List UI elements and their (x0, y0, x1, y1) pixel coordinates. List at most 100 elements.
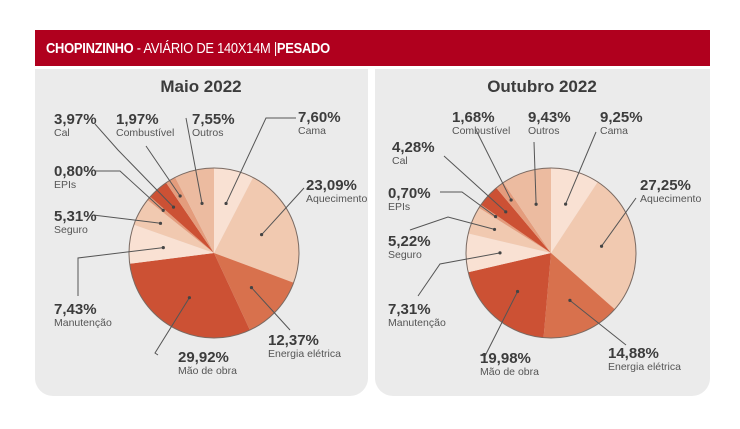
leader-line (94, 123, 174, 208)
leader-line (261, 187, 305, 236)
pie-outline (465, 167, 637, 339)
data-label-category: Outros (528, 125, 560, 137)
leader-dot (224, 201, 228, 206)
leader-dot (259, 233, 264, 237)
leader-dot (178, 194, 182, 198)
title-category: PESADO (276, 39, 330, 57)
title-bar: CHOPINZINHO - AVIÁRIO DE 140X14M |PESADO (35, 30, 710, 66)
pie-slice-outros (503, 168, 551, 253)
leader-dot (515, 289, 520, 294)
data-label-value: 3,97% (54, 111, 97, 128)
pie-slice-aquecimento (551, 181, 636, 310)
leader-line (145, 145, 181, 197)
title-separator: - (133, 39, 144, 57)
data-label-category: Aquecimento (306, 193, 367, 205)
pie-slice-aquecimento (214, 177, 299, 283)
leader-line (92, 214, 161, 224)
data-label-category: Energia elétrica (268, 348, 341, 360)
leader-line (185, 117, 203, 204)
data-label-category: Cama (298, 125, 326, 137)
pie-slice-cama (214, 168, 254, 253)
data-label-value: 7,60% (298, 109, 341, 126)
leader-dot (494, 214, 498, 219)
leader-line (417, 252, 501, 297)
data-label-value: 27,25% (640, 177, 691, 194)
data-label-value: 7,31% (388, 301, 431, 318)
data-label-category: Cal (54, 127, 70, 139)
leader-dot (161, 246, 165, 250)
data-label-category: Aquecimento (640, 193, 701, 205)
leader-dot (171, 205, 176, 209)
data-label-category: Cama (600, 125, 628, 137)
data-label-value: 12,37% (268, 332, 319, 349)
data-label-value: 4,28% (392, 139, 435, 156)
leader-dot (200, 201, 204, 206)
leader-line (225, 117, 296, 204)
chart-title: Maio 2022 (160, 77, 241, 96)
data-label-value: 0,70% (388, 185, 431, 202)
data-label-category: Mão de obra (480, 366, 539, 378)
leader-dot (498, 251, 502, 255)
data-label-category: EPIs (388, 201, 410, 213)
pie-outline (128, 167, 300, 339)
pie-slice-seguro (133, 200, 214, 253)
data-label-category: EPIs (54, 179, 76, 191)
leader-line (443, 155, 507, 213)
data-label-value: 19,98% (480, 350, 531, 367)
leader-dot (564, 202, 568, 206)
leader-dot (187, 296, 191, 300)
title-city: CHOPINZINHO (46, 39, 134, 57)
leader-dot (509, 198, 513, 202)
leader-line (569, 300, 627, 346)
leader-dot (599, 244, 604, 248)
title-facility: AVIÁRIO DE 140X14M (143, 39, 271, 57)
data-label-value: 7,43% (54, 301, 97, 318)
leader-dot (161, 208, 165, 212)
leader-dot (249, 286, 254, 290)
data-label-value: 1,68% (452, 109, 495, 126)
data-label-value: 1,97% (116, 111, 159, 128)
leader-line (601, 197, 637, 247)
data-label-value: 7,55% (192, 111, 235, 128)
pie-slice-m-o-de-obra (129, 253, 250, 339)
data-label-category: Mão de obra (178, 365, 237, 377)
data-label-category: Energia elétrica (608, 361, 681, 373)
leader-dot (492, 227, 497, 232)
pie-slice-outros (175, 168, 214, 253)
chart-title: Outubro 2022 (487, 77, 597, 96)
leader-line (440, 191, 496, 218)
leader-line (96, 170, 164, 211)
data-label-category: Cal (392, 155, 408, 167)
title-text: CHOPINZINHO - AVIÁRIO DE 140X14M |PESADO (46, 40, 330, 57)
data-label-category: Outros (192, 127, 224, 139)
title-pipe: | (270, 39, 277, 57)
leader-dot (504, 210, 508, 214)
leader-line (479, 291, 519, 357)
pie-slice-manuten-o (466, 233, 551, 273)
data-label-value: 9,43% (528, 109, 571, 126)
leader-line (154, 297, 190, 356)
data-label-value: 14,88% (608, 345, 659, 362)
data-label-value: 23,09% (306, 177, 357, 194)
pie-slice-manuten-o (129, 224, 214, 264)
leader-line (533, 141, 537, 205)
leader-dot (534, 202, 538, 206)
pie-slice-cama (551, 168, 598, 253)
pie-slice-energia-el-trica (543, 253, 615, 339)
data-label-value: 0,80% (54, 163, 97, 180)
data-label-value: 29,92% (178, 349, 229, 366)
pie-slice-cal (481, 187, 551, 253)
data-label-category: Combustível (452, 125, 510, 137)
pie-chart-0: Maio 2022 7,60%Cama 23,09%Aquecimento 12,37… (54, 77, 367, 377)
pie-slice-cal (150, 182, 214, 253)
data-label-value: 9,25% (600, 109, 643, 126)
data-label-category: Combustível (116, 127, 174, 139)
pie-slice-seguro (468, 207, 551, 253)
leader-line (77, 247, 164, 296)
leader-line (475, 129, 512, 201)
leader-dot (568, 298, 572, 302)
data-label-value: 5,22% (388, 233, 431, 250)
data-label-category: Manutenção (54, 317, 112, 329)
